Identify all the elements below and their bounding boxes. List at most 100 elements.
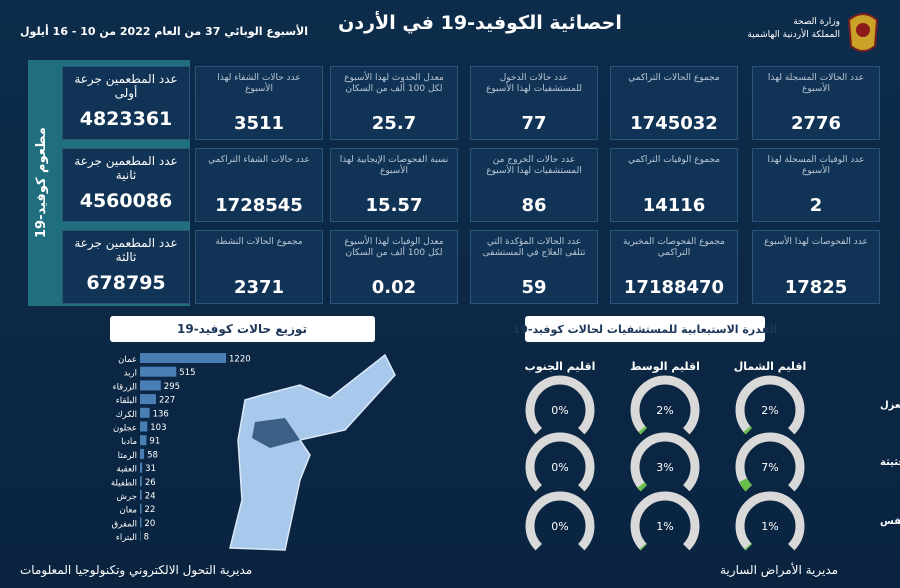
value-label: 515 xyxy=(179,368,195,378)
stat-card: معدل الحدوث لهذا الأسبوع لكل 100 ألف من … xyxy=(330,66,458,140)
legend-label: اقليم الشمال xyxy=(734,360,807,373)
card-value: 2371 xyxy=(233,277,285,298)
card-value: 2 xyxy=(809,195,823,216)
card-label: نسبة الفحوصات الإيجابية لهذا الأسبوع xyxy=(339,155,449,176)
stat-card: عدد حالات الشفاء لهذا الأسبوع 3511 xyxy=(195,66,323,140)
category-label: البلقاء xyxy=(116,396,137,406)
bar xyxy=(140,462,143,473)
gauge-label: 1% xyxy=(656,520,673,533)
value-label: 295 xyxy=(164,382,180,392)
gauge-value xyxy=(638,426,648,435)
charts: توزيع حالات كوفيد-19 عمان 1220 اربد 515 الزرق… xyxy=(110,316,900,551)
map-amman xyxy=(252,418,300,448)
card-value: 0.02 xyxy=(371,277,417,298)
ministry-name: وزارة الصحة المملكة الأردنية الهاشمية xyxy=(730,16,840,42)
vaccine-title: مطعوم كوفيد-19 xyxy=(34,127,49,239)
bar xyxy=(140,476,142,487)
gauge-track xyxy=(735,491,805,551)
stat-card: عدد الوفيات المسجلة لهذا الأسبوع 2 xyxy=(752,148,880,222)
row-label: نسبة اشغال اسرة العزل xyxy=(880,400,900,411)
bar xyxy=(140,517,142,528)
value-label: 26 xyxy=(145,478,156,488)
category-label: مادبا xyxy=(121,437,137,447)
gauge-track xyxy=(525,432,595,492)
card-label: مجموع الفحوصات المخبرية التراكمي xyxy=(623,237,725,258)
category-label: الزرقاء xyxy=(113,382,137,392)
card-value: 15.57 xyxy=(365,195,423,216)
stat-card: مجموع الفحوصات المخبرية التراكمي 17188470 xyxy=(610,230,738,304)
card-value: 86 xyxy=(521,195,547,216)
gauge-title-box xyxy=(525,316,765,342)
category-label: عجلون xyxy=(113,424,137,434)
footer-left: مديرية التحول الالكتروني وتكنولوجيا المع… xyxy=(20,563,253,577)
card-value: 25.7 xyxy=(371,113,417,134)
card-label: عدد حالات الشفاء لهذا الأسبوع xyxy=(217,73,301,94)
value-label: 31 xyxy=(145,464,156,474)
gauge-label: 2% xyxy=(761,404,778,417)
gauge-track xyxy=(630,491,700,551)
vaccine-card: عدد المطعمين جرعة ثالثة 678795 xyxy=(62,230,190,304)
bar xyxy=(140,421,148,432)
page-title: احصائية الكوفيد-19 في الأردن xyxy=(338,12,622,34)
vaccine-card: عدد المطعمين جرعة ثانية 4560086 xyxy=(62,148,190,222)
card-label: عدد حالات الشفاء التراكمي xyxy=(208,155,310,165)
bar xyxy=(140,503,142,514)
stat-card: عدد حالات الخروج من المستشفيات لهذا الأس… xyxy=(470,148,598,222)
category-label: اربد xyxy=(124,369,137,379)
footer-right: مديرية الأمراض السارية xyxy=(720,563,839,577)
gauge-track xyxy=(525,375,595,435)
gauge-track xyxy=(525,491,595,551)
gauge-value xyxy=(637,482,648,492)
legend-label: اقليم الوسط xyxy=(630,360,700,373)
category-label: جرش xyxy=(117,492,137,502)
card-label: عدد المطعمين جرعة ثالثة xyxy=(74,236,178,264)
stat-card: مجموع الحالات النشطة 2371 xyxy=(195,230,323,304)
gauge-value xyxy=(744,543,752,551)
gauge-track xyxy=(630,432,700,492)
category-label: الكرك xyxy=(116,410,137,420)
logo xyxy=(847,13,879,52)
stat-card: عدد الفحوصات لهذا الأسبوع 17825 xyxy=(752,230,880,304)
gauge-label: 0% xyxy=(551,404,568,417)
card-value: 4823361 xyxy=(79,108,173,130)
bar xyxy=(140,366,177,377)
category-label: البتراء xyxy=(116,533,137,543)
category-label: معان xyxy=(120,506,138,516)
row-label: نسبة اشغال اسرة العناية الحثيثة xyxy=(880,457,900,468)
value-label: 91 xyxy=(149,437,160,447)
kingdom: المملكة الأردنية الهاشمية xyxy=(747,30,840,40)
bar xyxy=(140,380,161,391)
bar xyxy=(140,394,157,405)
bar xyxy=(140,531,141,542)
card-label: عدد الحالات المسجلة لهذا الأسبوع xyxy=(767,73,865,94)
card-label: عدد الفحوصات لهذا الأسبوع xyxy=(764,237,868,247)
card-value: 17825 xyxy=(784,277,848,298)
value-label: 22 xyxy=(145,505,156,515)
card-label: معدل الوفيات لهذا الأسبوع لكل 100 ألف من… xyxy=(344,237,444,258)
value-label: 8 xyxy=(144,533,149,543)
map xyxy=(229,353,396,551)
gauge-label: 3% xyxy=(656,461,673,474)
card-value: 1745032 xyxy=(630,113,718,134)
gauge-track xyxy=(630,375,700,435)
chart-title: توزيع حالات كوفيد-19 xyxy=(177,322,307,337)
card-value: 17188470 xyxy=(623,277,725,298)
subtitle: الأسبوع الوبائي 37 من العام 2022 من 10 -… xyxy=(20,25,309,38)
card-value: 4560086 xyxy=(79,190,173,212)
value-label: 1220 xyxy=(229,355,251,365)
bar-title-box xyxy=(110,316,375,342)
legend-label: اقليم الجنوب xyxy=(525,360,596,373)
category-label: عمان xyxy=(118,355,137,365)
stat-card: عدد حالات الشفاء التراكمي 1728545 xyxy=(195,148,323,222)
card-label: عدد حالات الدخول للمستشفيات لهذا الأسبوع xyxy=(486,73,582,94)
value-label: 58 xyxy=(147,450,158,460)
chart-title: القدرة الاستيعابية للمستشفيات لحالات كوف… xyxy=(513,323,778,336)
card-value: 1728545 xyxy=(215,195,303,216)
card-label: عدد حالات الخروج من المستشفيات لهذا الأس… xyxy=(486,155,582,176)
card-label: عدد المطعمين جرعة ثانية xyxy=(74,154,178,182)
card-label: معدل الحدوث لهذا الأسبوع لكل 100 ألف من … xyxy=(344,73,444,94)
stat-card: عدد الحالات المؤكدة التي تتلقى العلاج في… xyxy=(470,230,598,304)
card-label: مجموع الحالات التراكمي xyxy=(628,73,720,83)
gauge-label: 2% xyxy=(656,404,673,417)
